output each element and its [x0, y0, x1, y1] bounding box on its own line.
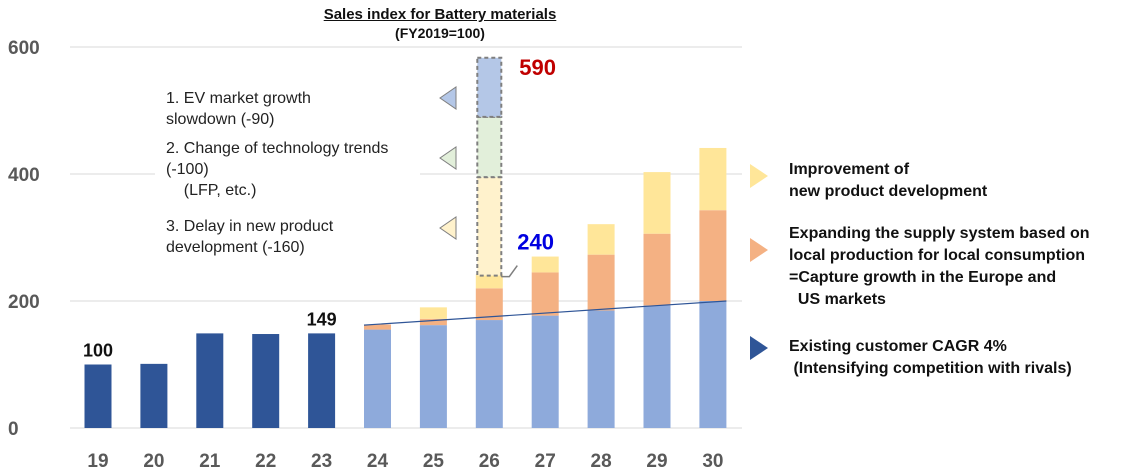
trend-line: [363, 300, 727, 326]
legend-entry-line: =Capture growth in the Europe and: [789, 269, 1056, 286]
x-tick-label: 25: [423, 451, 445, 472]
high-scenario-label: 590: [519, 55, 556, 80]
bar: [531, 272, 559, 316]
y-tick-label: 600: [8, 38, 40, 59]
annotation-arrow-icon: [439, 216, 457, 240]
bar: [587, 310, 615, 428]
low-scenario-label: 240: [517, 230, 554, 255]
legend-entry-line: (Intensifying competition with rivals): [789, 360, 1072, 377]
x-tick-label: 24: [367, 451, 389, 472]
bar: [587, 224, 615, 255]
x-tick-label: 30: [702, 451, 723, 472]
bar: [84, 364, 112, 428]
scenario-segment: [476, 176, 503, 277]
bar: [252, 334, 280, 428]
annotation-line: (-100): [166, 161, 209, 178]
legend-marker-icon: [750, 238, 768, 262]
x-tick-label: 29: [646, 451, 667, 472]
bar: [196, 333, 224, 428]
legend-entry-line: new product development: [789, 183, 988, 200]
bar: [643, 305, 671, 428]
bar: [419, 307, 447, 319]
x-tick-label: 22: [255, 451, 276, 472]
annotation-arrow-icon: [439, 146, 457, 170]
bar: [643, 233, 671, 306]
data-label: 149: [307, 309, 337, 329]
low-label-leader: [501, 265, 518, 278]
annotation-line: development (-160): [166, 239, 305, 256]
y-tick-label: 400: [8, 165, 40, 186]
bar: [419, 318, 447, 326]
annotation-arrow-icon: [439, 86, 457, 110]
bar: [531, 256, 559, 273]
chart-subtitle: (FY2019=100): [395, 25, 485, 41]
legend-entry-line: Improvement of: [789, 161, 910, 178]
bar: [475, 320, 503, 428]
x-tick-label: 26: [479, 451, 500, 472]
x-tick-label: 28: [591, 451, 612, 472]
bar: [643, 172, 671, 234]
legend-entry-line: Expanding the supply system based on: [789, 225, 1090, 242]
scenario-segment: [476, 115, 503, 179]
legend-entry-line: US markets: [789, 291, 886, 308]
bar: [419, 325, 447, 428]
bar: [475, 288, 503, 321]
bar: [587, 254, 615, 311]
bar: [140, 363, 168, 428]
x-tick-label: 19: [87, 451, 108, 472]
legend-marker-icon: [750, 336, 768, 360]
bar: [364, 324, 391, 330]
annotation-line: 3. Delay in new product: [166, 218, 334, 235]
annotation-line: (LFP, etc.): [166, 182, 256, 199]
annotation-panel: [155, 78, 420, 278]
bar: [475, 274, 503, 289]
bar: [531, 315, 559, 428]
data-label: 100: [83, 341, 113, 361]
x-tick-label: 20: [143, 451, 164, 472]
y-tick-label: 200: [8, 292, 40, 313]
bar: [699, 210, 727, 301]
scenario-segment: [476, 56, 503, 118]
x-tick-label: 21: [199, 451, 221, 472]
x-tick-label: 27: [535, 451, 556, 472]
annotation-line: slowdown (-90): [166, 111, 274, 128]
bar: [308, 333, 336, 428]
annotation-line: 1. EV market growth: [166, 90, 311, 107]
bar: [699, 147, 727, 211]
x-tick-label: 23: [311, 451, 332, 472]
legend-marker-icon: [750, 164, 768, 188]
legend-entry-line: local production for local consumption: [789, 247, 1085, 264]
bar: [699, 301, 727, 428]
annotation-line: 2. Change of technology trends: [166, 140, 388, 157]
legend-entry-line: Existing customer CAGR 4%: [789, 338, 1007, 355]
bar: [364, 329, 391, 428]
y-tick-label: 0: [8, 419, 19, 440]
chart-title: Sales index for Battery materials: [323, 6, 557, 23]
